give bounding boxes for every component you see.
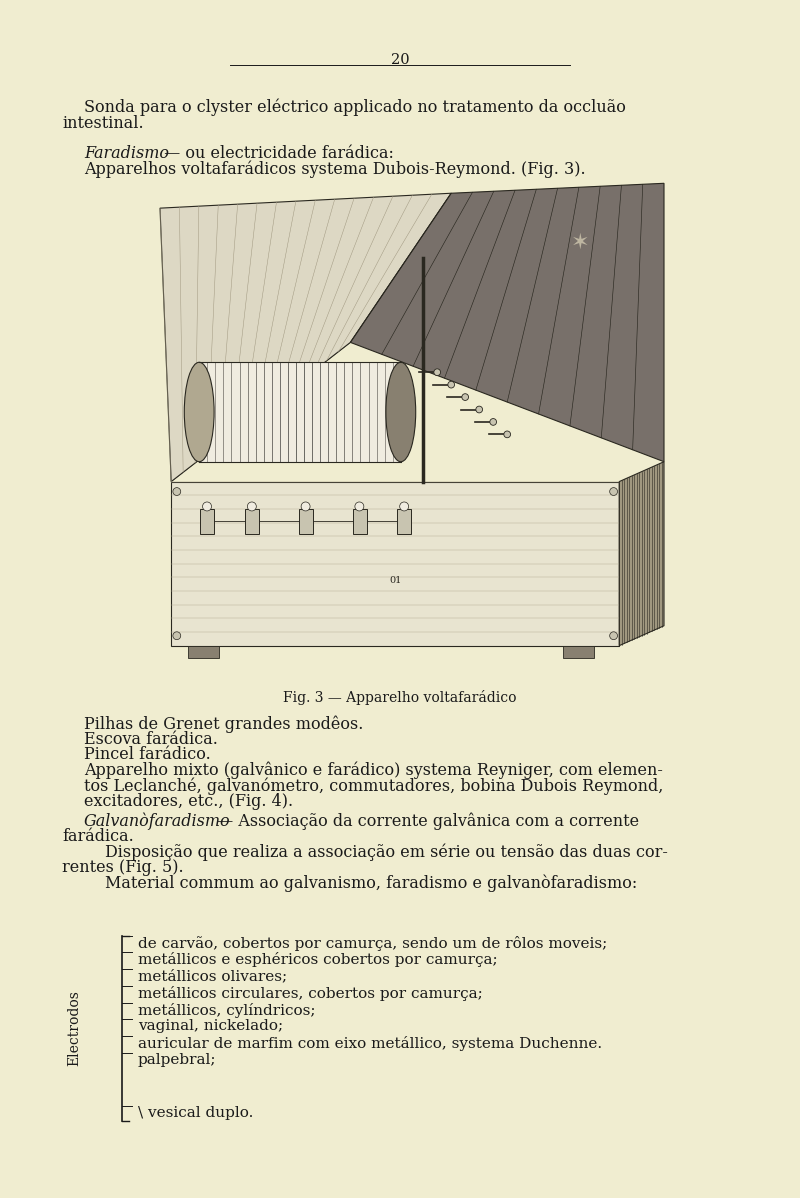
Bar — [299, 509, 313, 534]
Circle shape — [490, 418, 497, 425]
Circle shape — [462, 394, 469, 400]
Text: vaginal, nickelado;: vaginal, nickelado; — [138, 1019, 282, 1034]
Ellipse shape — [386, 362, 416, 461]
Text: — Associação da corrente galvânica com a corrente: — Associação da corrente galvânica com a… — [212, 812, 639, 830]
Circle shape — [247, 502, 256, 510]
Text: rentes (Fig. 5).: rentes (Fig. 5). — [62, 859, 184, 876]
Circle shape — [610, 488, 618, 496]
Text: ✶: ✶ — [570, 232, 590, 253]
Circle shape — [448, 381, 454, 388]
Circle shape — [173, 631, 181, 640]
Polygon shape — [160, 193, 451, 482]
Text: Electrodos: Electrodos — [67, 990, 82, 1066]
Text: Material commum ao galvanismo, faradismo e galvanòfaradismo:: Material commum ao galvanismo, faradismo… — [105, 875, 638, 893]
Text: metállicos circulares, cobertos por camurça;: metállicos circulares, cobertos por camu… — [138, 986, 482, 1002]
Text: Apparelho mixto (galvânico e farádico) systema Reyniger, com elemen-: Apparelho mixto (galvânico e farádico) s… — [84, 762, 663, 780]
Circle shape — [610, 631, 618, 640]
Text: metállicos olivares;: metállicos olivares; — [138, 969, 286, 984]
Circle shape — [173, 488, 181, 496]
Text: \ vesical duplo.: \ vesical duplo. — [138, 1106, 253, 1120]
Bar — [188, 646, 219, 658]
Bar — [398, 509, 411, 534]
Polygon shape — [350, 183, 664, 461]
Text: — ou electricidade farádica:: — ou electricidade farádica: — [159, 145, 394, 162]
Text: farádica.: farádica. — [62, 828, 134, 845]
Bar — [199, 362, 401, 461]
Text: Pincel farádico.: Pincel farádico. — [84, 746, 210, 763]
Text: 20: 20 — [390, 53, 410, 67]
Polygon shape — [619, 461, 664, 646]
Bar — [126, 183, 686, 680]
Text: tos Leclanché, galvanómetro, commutadores, bobina Dubois Reymond,: tos Leclanché, galvanómetro, commutadore… — [84, 778, 663, 795]
Circle shape — [476, 406, 482, 413]
Text: auricular de marfim com eixo metállico, systema Duchenne.: auricular de marfim com eixo metállico, … — [138, 1036, 602, 1052]
Text: Apparelhos voltafarádicos systema Dubois-Reymond. (Fig. 3).: Apparelhos voltafarádicos systema Dubois… — [84, 161, 586, 179]
Text: Fig. 3 — Apparelho voltafarádico: Fig. 3 — Apparelho voltafarádico — [283, 690, 517, 706]
Circle shape — [434, 369, 441, 376]
Text: palpebral;: palpebral; — [138, 1053, 216, 1067]
Bar — [563, 646, 594, 658]
Bar — [200, 509, 214, 534]
Circle shape — [301, 502, 310, 510]
Text: metállicos, cylíndricos;: metállicos, cylíndricos; — [138, 1003, 315, 1018]
Text: Escova farádica.: Escova farádica. — [84, 731, 218, 748]
Bar — [171, 482, 619, 646]
Ellipse shape — [184, 362, 214, 461]
Text: excitadores, etc., (Fig. 4).: excitadores, etc., (Fig. 4). — [84, 793, 293, 810]
Polygon shape — [171, 232, 350, 482]
Text: de carvão, cobertos por camurça, sendo um de rôlos moveis;: de carvão, cobertos por camurça, sendo u… — [138, 936, 607, 951]
Text: Sonda para o clyster eléctrico applicado no tratamento da occluão: Sonda para o clyster eléctrico applicado… — [84, 98, 626, 116]
Text: Pilhas de Grenet grandes modêos.: Pilhas de Grenet grandes modêos. — [84, 715, 363, 733]
Circle shape — [202, 502, 211, 510]
Text: Disposição que realiza a associação em série ou tensão das duas cor-: Disposição que realiza a associação em s… — [105, 843, 668, 861]
Circle shape — [355, 502, 364, 510]
Text: metállicos e esphéricos cobertos por camurça;: metállicos e esphéricos cobertos por cam… — [138, 952, 498, 968]
Circle shape — [400, 502, 409, 510]
Bar — [245, 509, 259, 534]
Text: Galvanòfaradismo: Galvanòfaradismo — [84, 812, 230, 830]
Text: intestinal.: intestinal. — [62, 115, 144, 132]
Bar — [353, 509, 366, 534]
Text: 01: 01 — [389, 575, 402, 585]
Text: Faradismo: Faradismo — [84, 145, 169, 162]
Circle shape — [504, 431, 510, 437]
